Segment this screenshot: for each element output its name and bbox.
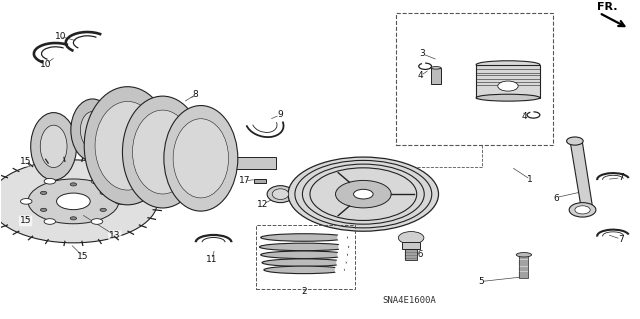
Circle shape — [398, 232, 424, 244]
Bar — [520, 255, 529, 278]
Circle shape — [44, 219, 56, 224]
Text: 3: 3 — [419, 49, 425, 58]
Text: 9: 9 — [277, 110, 283, 120]
Text: 14: 14 — [372, 178, 383, 187]
Polygon shape — [127, 147, 163, 160]
Ellipse shape — [575, 206, 590, 214]
Bar — [227, 157, 276, 169]
Text: 10: 10 — [55, 32, 67, 41]
Text: 1: 1 — [527, 175, 533, 184]
Ellipse shape — [476, 94, 540, 101]
Text: 15: 15 — [77, 252, 89, 261]
Circle shape — [115, 198, 126, 204]
Text: 2: 2 — [301, 287, 307, 296]
Ellipse shape — [164, 106, 238, 211]
Ellipse shape — [566, 137, 583, 145]
Bar — [431, 68, 441, 84]
Text: 15: 15 — [20, 216, 31, 225]
Ellipse shape — [122, 96, 203, 208]
Circle shape — [40, 191, 47, 195]
Ellipse shape — [267, 186, 294, 203]
Text: 5: 5 — [478, 277, 484, 286]
Ellipse shape — [71, 99, 114, 161]
Ellipse shape — [569, 203, 596, 217]
Polygon shape — [163, 154, 201, 166]
Circle shape — [335, 181, 391, 208]
Bar — [476, 65, 540, 98]
Circle shape — [92, 178, 102, 184]
Bar — [256, 225, 355, 289]
Ellipse shape — [339, 243, 348, 251]
Bar — [402, 241, 420, 249]
Ellipse shape — [173, 119, 228, 198]
Circle shape — [40, 208, 47, 211]
Ellipse shape — [31, 113, 77, 180]
Polygon shape — [93, 140, 127, 154]
Circle shape — [20, 198, 32, 204]
Bar — [396, 13, 552, 145]
Ellipse shape — [81, 112, 104, 149]
Bar — [253, 179, 266, 182]
Ellipse shape — [262, 259, 346, 266]
Circle shape — [70, 183, 77, 186]
Text: SNA4E1600A: SNA4E1600A — [382, 296, 436, 305]
Text: 15: 15 — [20, 157, 31, 166]
Text: 4: 4 — [418, 71, 424, 80]
Ellipse shape — [339, 234, 346, 241]
Ellipse shape — [259, 243, 349, 251]
Ellipse shape — [272, 189, 289, 199]
Circle shape — [100, 191, 106, 195]
Circle shape — [353, 189, 373, 199]
Ellipse shape — [264, 266, 344, 274]
Circle shape — [92, 219, 102, 224]
Ellipse shape — [260, 251, 348, 258]
Bar — [405, 249, 417, 260]
Ellipse shape — [431, 67, 441, 69]
Text: 10: 10 — [40, 60, 52, 69]
Ellipse shape — [516, 253, 532, 257]
Polygon shape — [201, 157, 230, 169]
Ellipse shape — [84, 87, 171, 205]
Text: 17: 17 — [239, 176, 250, 185]
Text: 11: 11 — [206, 255, 218, 264]
Ellipse shape — [337, 258, 345, 267]
Circle shape — [70, 217, 77, 220]
Circle shape — [0, 160, 157, 243]
Text: 7: 7 — [618, 173, 623, 182]
Ellipse shape — [339, 251, 346, 259]
Circle shape — [498, 81, 518, 91]
Text: 12: 12 — [257, 200, 268, 209]
Circle shape — [288, 157, 438, 231]
Ellipse shape — [336, 266, 343, 274]
Circle shape — [100, 208, 106, 211]
Ellipse shape — [132, 110, 193, 194]
Circle shape — [56, 193, 90, 210]
Text: 6: 6 — [553, 194, 559, 203]
Text: 4: 4 — [521, 112, 527, 121]
Ellipse shape — [40, 125, 67, 167]
Text: 16: 16 — [413, 250, 424, 259]
Polygon shape — [570, 143, 593, 208]
Text: 7: 7 — [618, 234, 623, 244]
Ellipse shape — [95, 101, 160, 190]
Circle shape — [44, 178, 56, 184]
Ellipse shape — [476, 61, 540, 69]
Text: 13: 13 — [109, 231, 120, 241]
Circle shape — [28, 179, 119, 224]
Text: FR.: FR. — [597, 2, 618, 12]
Text: 8: 8 — [193, 90, 198, 99]
Polygon shape — [54, 134, 93, 148]
Ellipse shape — [260, 234, 348, 241]
